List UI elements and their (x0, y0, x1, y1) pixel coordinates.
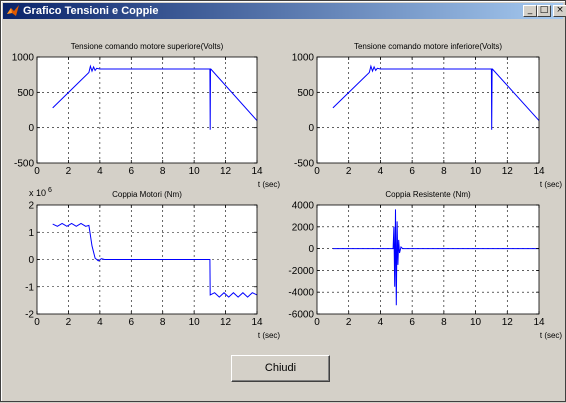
chart-3-y-tick-label: 0 (28, 255, 34, 266)
chart-1-y-tick-label: -500 (14, 159, 34, 170)
chart-4-x-tick-label: 12 (502, 317, 514, 328)
chart-4-y-tick-label: -2000 (288, 266, 314, 277)
chart-1-axes-box (36, 56, 258, 164)
chart-3-y-tick-label: -1 (25, 282, 34, 293)
chart-4-title: Coppia Resistente (Nm) (385, 190, 471, 199)
title-bar[interactable]: Grafico Tensioni e Coppie _ □ × (3, 3, 566, 19)
chart-4-y-tick-label: 0 (308, 244, 314, 255)
chart-2-y-tick-label: 1000 (292, 53, 315, 64)
chart-4-y-tick-label: -4000 (288, 288, 314, 299)
chart-1-x-tick-label: 4 (97, 166, 103, 177)
chart-4-y-tick-label: -6000 (288, 310, 314, 321)
chart-1-x-tick-label: 14 (251, 166, 263, 177)
chart-1-y-tick-label: 500 (17, 88, 34, 99)
maximize-button[interactable]: □ (537, 5, 551, 17)
chart-3-exponent-label: x 10 (29, 188, 46, 198)
chart-2-y-tick-label: -500 (294, 159, 314, 170)
chart-4-x-tick-label: 14 (533, 317, 545, 328)
chart-3-x-tick-label: 6 (129, 317, 135, 328)
chart-3-x-tick-label: 0 (34, 317, 40, 328)
chart-2-series-line (332, 64, 540, 130)
chart-3-x-tick-label: 4 (97, 317, 103, 328)
chart-1-x-tick-label: 12 (220, 166, 232, 177)
chart-2-x-tick-label: 14 (533, 166, 545, 177)
chart-3-x-tick-label: 2 (66, 317, 72, 328)
chart-1-x-tick-label: 0 (34, 166, 40, 177)
chart-2-y-tick-label: 0 (308, 123, 314, 134)
chart-1-title: Tensione comando motore superiore(Volts) (71, 42, 224, 51)
chart-3-exponent-power: 6 (48, 187, 52, 194)
chart-1-x-tick-label: 10 (189, 166, 201, 177)
chart-4-y-tick-label: 4000 (292, 201, 315, 212)
chart-4-x-tick-label: 10 (470, 317, 482, 328)
chart-1-x-tick-label: 6 (129, 166, 135, 177)
chart-2-axes-box (316, 56, 540, 164)
chart-2-x-tick-label: 12 (502, 166, 514, 177)
chart-4-x-tick-label: 4 (378, 317, 384, 328)
chart-4-x-tick-label: 2 (346, 317, 352, 328)
chart-2-title: Tensione comando motore inferiore(Volts) (354, 42, 502, 51)
chart-3-x-axis-label: t (sec) (258, 331, 281, 340)
chart-2-x-tick-label: 0 (314, 166, 320, 177)
chart-3-x-tick-label: 14 (251, 317, 263, 328)
minimize-button[interactable]: _ (523, 5, 537, 17)
chart-3-series-line (52, 222, 258, 298)
chart-3-y-tick-label: 2 (28, 201, 34, 212)
chart-2-x-tick-label: 2 (346, 166, 352, 177)
chart-1-y-tick-label: 1000 (12, 53, 35, 64)
chart-1-plot-background (37, 57, 257, 163)
chart-3-x-tick-label: 8 (160, 317, 166, 328)
chart-4-x-tick-label: 6 (409, 317, 415, 328)
chart-4-x-tick-label: 8 (441, 317, 447, 328)
chart-1-series-line (52, 64, 258, 130)
chart-2-x-tick-label: 6 (409, 166, 415, 177)
chart-2-x-tick-label: 4 (378, 166, 384, 177)
chart-4-x-axis-label: t (sec) (540, 331, 563, 340)
chiudi-button[interactable]: Chiudi (231, 355, 330, 382)
chart-3-y-tick-label: 1 (28, 228, 34, 239)
close-window-button[interactable]: × (553, 5, 566, 17)
chart-2-x-axis-label: t (sec) (540, 180, 563, 189)
chart-4-y-tick-label: 2000 (292, 222, 315, 233)
chart-2-plot-background (317, 57, 539, 163)
chart-4-plot-background (317, 205, 539, 314)
chart-1-y-tick-label: 0 (28, 123, 34, 134)
chart-4-series-line (332, 209, 539, 306)
chart-1-x-axis-label: t (sec) (258, 180, 281, 189)
chart-3-title: Coppia Motori (Nm) (112, 190, 182, 199)
chart-4-axes-box (316, 204, 540, 315)
chart-2-y-tick-label: 500 (297, 88, 314, 99)
chart-3-x-tick-label: 12 (220, 317, 232, 328)
chart-3-x-tick-label: 10 (189, 317, 201, 328)
chart-1-x-tick-label: 8 (160, 166, 166, 177)
chart-4-x-tick-label: 0 (314, 317, 320, 328)
window-title: Grafico Tensioni e Coppie (23, 5, 159, 17)
chart-2-x-tick-label: 10 (470, 166, 482, 177)
chart-3-y-tick-label: -2 (25, 310, 34, 321)
chart-2-x-tick-label: 8 (441, 166, 447, 177)
chart-1-x-tick-label: 2 (66, 166, 72, 177)
matlab-icon (7, 5, 19, 16)
